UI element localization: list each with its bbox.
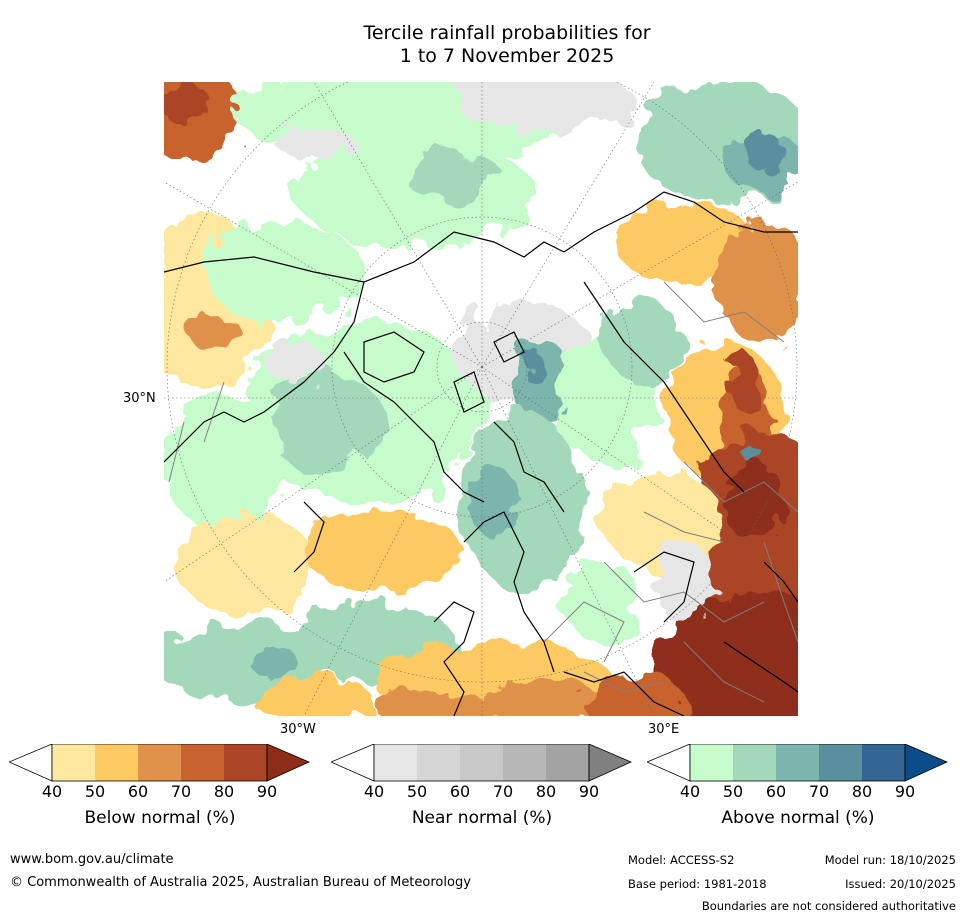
tick-label: 50 (84, 782, 106, 801)
tick-label: 70 (808, 782, 830, 801)
footer-base-period: Base period: 1981-2018 (628, 877, 767, 891)
tick-label: 60 (449, 782, 471, 801)
footer-copyright: © Commonwealth of Australia 2025, Austra… (10, 875, 471, 890)
tick-label: 80 (851, 782, 873, 801)
colorbar-below-normal (9, 744, 310, 782)
colorbar-above-label: Above normal (%) (721, 808, 875, 828)
tick-label: 50 (406, 782, 428, 801)
footer-issued: Issued: 20/10/2025 (845, 877, 956, 891)
tick-label: 60 (127, 782, 149, 801)
tick-label: 40 (363, 782, 385, 801)
colorbar-near-normal (331, 744, 632, 782)
colorbar-above-normal (647, 744, 948, 782)
tick-label: 80 (213, 782, 235, 801)
tick-label: 90 (256, 782, 278, 801)
map-canvas (164, 82, 798, 716)
colorbar-near-ticks: 40 50 60 70 80 90 (331, 782, 633, 802)
lon-label-30w: 30°W (280, 722, 316, 737)
tercile-map (164, 82, 798, 716)
graticule (164, 82, 798, 716)
colorbar-below-label: Below normal (%) (84, 808, 236, 828)
colorbar-near-label: Near normal (%) (411, 808, 553, 828)
tick-label: 90 (578, 782, 600, 801)
colorbar-above-ticks: 40 50 60 70 80 90 (647, 782, 949, 802)
tick-label: 40 (41, 782, 63, 801)
lat-label-30n: 30°N (123, 391, 156, 406)
footer-website: www.bom.gov.au/climate (10, 852, 174, 867)
footer-model-run: Model run: 18/10/2025 (824, 853, 956, 867)
map-title: Tercile rainfall probabilities for 1 to … (0, 22, 965, 68)
tick-label: 50 (722, 782, 744, 801)
tick-label: 80 (535, 782, 557, 801)
footer-disclaimer: Boundaries are not considered authoritat… (701, 899, 956, 913)
tick-label: 40 (679, 782, 701, 801)
title-line-1: Tercile rainfall probabilities for (363, 22, 651, 44)
tick-label: 70 (492, 782, 514, 801)
probability-detail (164, 82, 784, 676)
coastlines (164, 191, 798, 716)
country-borders (168, 281, 798, 703)
footer-model: Model: ACCESS-S2 (628, 853, 735, 867)
tick-label: 60 (765, 782, 787, 801)
tick-label: 70 (170, 782, 192, 801)
tick-label: 90 (894, 782, 916, 801)
colorbar-below-ticks: 40 50 60 70 80 90 (9, 782, 311, 802)
lon-label-30e: 30°E (648, 722, 680, 737)
title-line-2: 1 to 7 November 2025 (399, 45, 615, 67)
